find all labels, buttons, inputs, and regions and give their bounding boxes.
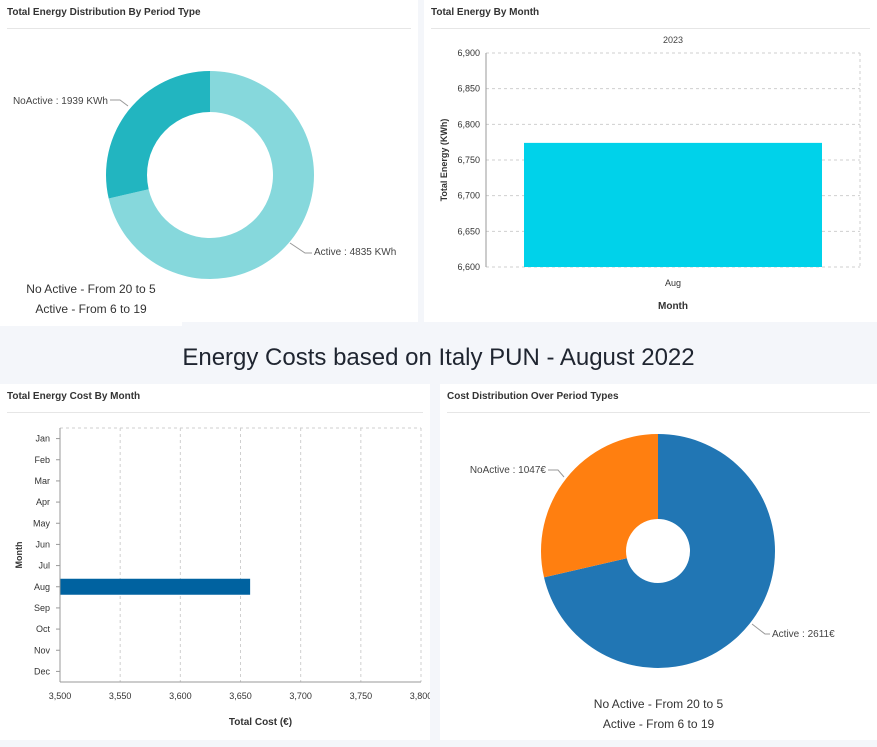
divider (447, 412, 870, 413)
y-tick-label: 6,650 (457, 226, 480, 236)
cost-donut-chart: NoActive : 1047€ Active : 2611€ (470, 434, 835, 668)
bar-aug (524, 142, 822, 267)
period-legend: No Active - From 20 to 5 Active - From 6… (0, 275, 182, 326)
slice-noactive (541, 434, 658, 578)
panel-title: Total Energy Cost By Month (7, 391, 141, 402)
data-label-noactive: NoActive : 1939 KWh (13, 96, 108, 107)
section-title: Energy Costs based on Italy PUN - August… (182, 344, 695, 371)
y-tick-label: Feb (34, 455, 50, 465)
y-tick-label: Jan (35, 434, 50, 444)
x-tick-label: 3,600 (169, 691, 192, 701)
y-tick-label: Aug (34, 582, 50, 592)
connector-noactive (110, 99, 129, 107)
y-tick-label: Jun (35, 539, 50, 549)
x-axis-label: Total Cost (€) (229, 717, 292, 728)
y-axis-label: Total Energy (KWh) (439, 119, 449, 202)
x-tick-label: 3,800 (410, 691, 430, 701)
x-tick-label: 3,500 (49, 691, 72, 701)
energy-by-month-panel: Total Energy By Month 2023 6,600 6,650 6,70… (424, 0, 877, 322)
cost-distribution-panel: Cost Distribution Over Period Types NoAc… (440, 384, 877, 740)
legend-noactive: No Active - From 20 to 5 (26, 282, 156, 296)
x-tick-label: Aug (665, 278, 681, 288)
energy-donut-chart: NoActive : 1939 KWh Active : 4835 KWh (13, 71, 396, 279)
y-tick-label: 6,800 (457, 119, 480, 129)
data-label-active: Active : 4835 KWh (314, 247, 396, 258)
data-label-noactive: NoActive : 1047€ (470, 465, 547, 476)
panel-title: Cost Distribution Over Period Types (447, 391, 619, 402)
legend-active: Active - From 6 to 19 (602, 717, 715, 731)
divider (7, 412, 423, 413)
bar-aug (60, 578, 251, 595)
cost-by-month-panel: Total Energy Cost By Month 3,500 3,550 3,6… (0, 384, 430, 740)
cost-bar-chart: 3,500 3,550 3,600 3,650 3,700 3,750 3,800 Jan Fe… (14, 427, 430, 728)
y-tick-label: 6,750 (457, 155, 480, 165)
energy-bar-chart: 2023 6,600 6,650 6,700 6,750 6,800 6,850 6,900 A… (439, 35, 861, 312)
divider (431, 28, 870, 29)
y-tick-label: 6,900 (457, 48, 480, 58)
y-tick-label: Oct (36, 624, 51, 634)
y-tick-label: 6,700 (457, 191, 480, 201)
data-label-active: Active : 2611€ (772, 629, 835, 640)
panel-title: Total Energy Distribution By Period Type (7, 7, 201, 18)
x-tick-label: 3,650 (229, 691, 252, 701)
y-tick-label: 6,850 (457, 84, 480, 94)
slice-active (544, 434, 775, 668)
period-legend: No Active - From 20 to 5 Active - From 6… (440, 694, 877, 738)
x-tick-label: 3,550 (109, 691, 132, 701)
connector-noactive (548, 469, 565, 478)
panel-title: Total Energy By Month (431, 7, 540, 18)
connector-active (751, 623, 770, 635)
y-tick-label: Jul (38, 561, 50, 571)
divider (7, 28, 411, 29)
y-tick-label: Nov (34, 645, 51, 655)
x-axis-label: Month (658, 301, 688, 312)
y-tick-label: Dec (34, 666, 51, 676)
x-tick-label: 3,700 (289, 691, 312, 701)
y-tick-label: Mar (35, 476, 51, 486)
y-tick-label: Apr (36, 497, 50, 507)
connector-active (289, 242, 312, 254)
y-tick-label: Sep (34, 603, 50, 613)
y-tick-label: 6,600 (457, 262, 480, 272)
slice-noactive (105, 71, 210, 199)
chart-subtitle: 2023 (663, 35, 683, 45)
y-tick-label: May (33, 518, 51, 528)
legend-active: Active - From 6 to 19 (35, 302, 147, 316)
energy-distribution-panel: Total Energy Distribution By Period Type… (0, 0, 418, 326)
legend-noactive: No Active - From 20 to 5 (593, 697, 724, 711)
slice-active (108, 71, 314, 279)
x-tick-label: 3,750 (350, 691, 373, 701)
y-axis-label: Month (14, 542, 24, 569)
